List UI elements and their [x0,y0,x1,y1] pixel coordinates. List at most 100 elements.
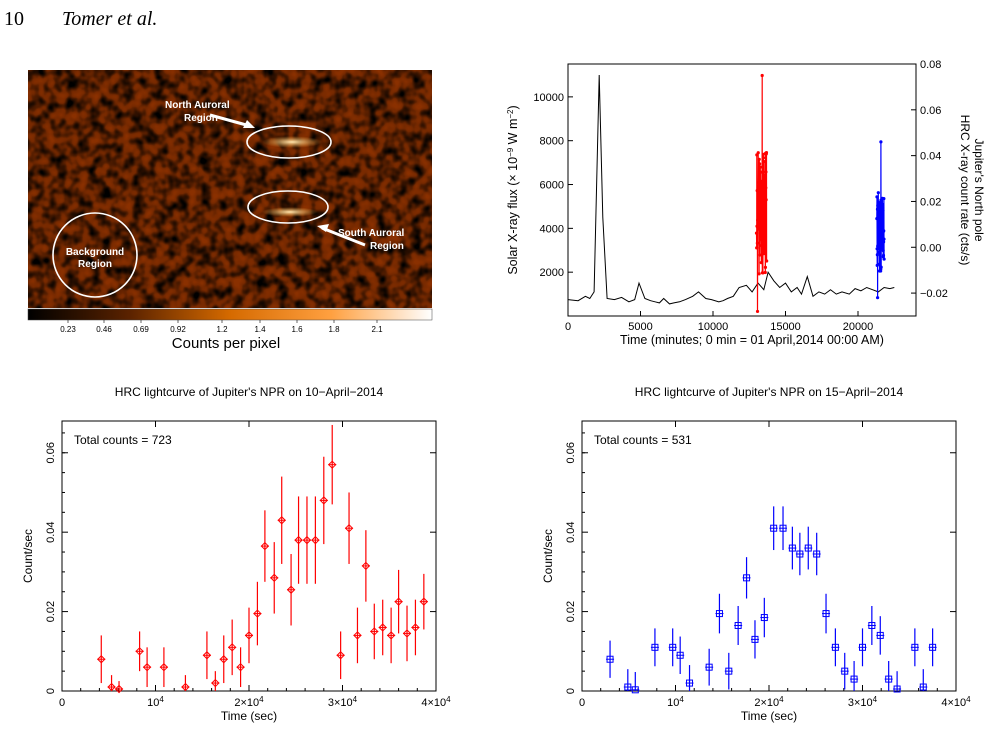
npr-red-series-point [758,253,762,257]
npr-blue-series-point [875,296,880,300]
x-tick-label: 2×104 [754,695,784,710]
data-point [419,597,429,606]
npr-blue-series-point [876,191,880,195]
y-tick-label: 0.04 [45,521,57,542]
x-tick-label: 0 [565,321,571,333]
y-left-tick-label: 10000 [533,92,564,104]
data-point [760,614,768,622]
npr-red-series-point [755,246,759,250]
colorbar-tick-label: 0.23 [60,325,76,334]
chart-title: HRC lightcurve of Jupiter's NPR on 10−Ap… [115,385,384,399]
x-axis-label: Time (sec) [741,709,797,723]
data-point [725,667,733,675]
data-point [219,655,228,664]
x-tick-label-exponent: 4 [446,695,451,704]
data-point [893,685,901,693]
solar-flux-chart: 0 5000 10000 15000 20000 2000 4000 6000 8000 1000… [506,59,987,347]
npr-blue-series-point [881,217,885,222]
data-point [378,623,387,632]
npr-red-series-point [759,261,763,265]
colorbar-tick-label: 2.1 [371,325,383,334]
data-point [743,574,751,582]
colorbar-tick-label: 1.8 [328,325,340,334]
data-point [386,631,396,640]
chart-title: HRC lightcurve of Jupiter's NPR on 15−Ap… [635,385,904,399]
npr-red-series-point [761,233,765,237]
data-point [270,573,279,583]
data-point [885,675,893,683]
x-tick-label: 4×104 [421,695,451,710]
x-tick-label: 3×104 [848,695,878,710]
y-left-axis-label-part: W m [506,119,520,148]
npr-blue-series-point [877,250,881,254]
x-tick-label-exponent: 4 [159,695,164,704]
npr-red-series-point [754,231,759,235]
south-aurora-glow [262,207,318,217]
data-point [319,496,329,505]
x-tick-label-base: 4×10 [941,697,966,709]
npr-red-series-point [762,159,766,164]
colorbar [27,308,433,321]
y-tick-label: 0.06 [565,442,577,463]
colorbar-tick-label: 0.46 [96,325,112,334]
x-tick-label-exponent: 4 [966,695,971,704]
data-point [624,683,632,691]
colorbar-tick-label: 1.2 [216,325,228,334]
data-point [107,682,116,692]
data-point [394,597,403,606]
npr-red-series-point [756,211,760,215]
x-tick-label-base: 0 [579,697,585,709]
x-tick-label-exponent: 4 [779,695,784,704]
npr-red-series-point [763,200,767,205]
lightcurve-15-april-chart: HRC lightcurve of Jupiter's NPR on 15−Ap… [541,385,971,723]
npr-red-series-point [756,227,761,231]
x-tick-label-base: 3×10 [328,697,353,709]
data-point [260,541,270,551]
data-point [859,643,866,651]
xray-image-noise [28,70,432,308]
south-arrow-shaft [321,226,366,247]
background-region-circle [52,212,138,298]
npr-blue-series-point [881,232,885,236]
y-axis-label: Count/sec [21,529,35,583]
data-point [651,643,659,651]
npr-blue-series-point [878,209,882,213]
y-right-axis-label-1: Jupiter's North pole [972,138,986,241]
x-tick-label: 104 [667,695,684,710]
data-point [277,516,286,525]
npr-blue-series-point [877,262,881,266]
data-point [353,631,362,640]
x-axis-label: Time (sec) [221,709,277,723]
colorbar-label: Counts per pixel [172,335,280,352]
x-tick-label-exponent: 4 [353,695,358,704]
npr-red-series-point [763,173,767,178]
data-point [715,610,723,618]
data-point [344,523,354,533]
y-left-tick-label: 4000 [540,223,564,235]
npr-red-series-point [763,270,767,275]
data-point [911,643,919,651]
data-point [361,561,371,571]
north-label-1: North Auroral [165,100,230,111]
data-point [159,662,169,672]
data-point [686,679,694,687]
x-tick-label-base: 3×10 [848,697,873,709]
solar-flux-line [567,74,895,305]
y-left-axis-label-part: −9 [506,147,515,157]
x-tick-label: 2×104 [234,695,264,710]
y-tick-label: 0.04 [565,521,577,542]
data-point [831,643,839,651]
npr-blue-series-point [882,240,886,244]
npr-red-series-point [756,218,760,222]
npr-red-series-point [757,162,762,166]
npr-blue-series-point [875,195,879,199]
data-point [929,643,937,651]
data-point [796,550,804,558]
npr-red-series-point [763,231,767,235]
y-right-tick-label: 0.02 [920,196,941,208]
x-tick-label: 15000 [770,321,801,333]
npr-red-series-point [760,225,765,229]
x-tick-label: 0 [579,697,585,709]
npr-red-series-point [761,156,766,160]
colorbar-tick-label: 1.4 [254,325,266,334]
